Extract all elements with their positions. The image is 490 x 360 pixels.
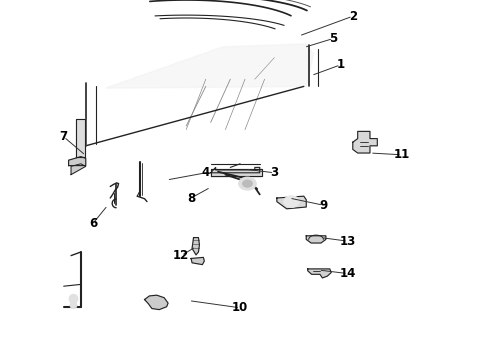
Text: 1: 1 — [337, 58, 344, 71]
Polygon shape — [211, 169, 262, 176]
Circle shape — [239, 177, 256, 190]
Text: 12: 12 — [173, 249, 190, 262]
Polygon shape — [192, 238, 199, 255]
Text: 14: 14 — [340, 267, 356, 280]
Polygon shape — [76, 119, 85, 157]
Polygon shape — [308, 269, 331, 278]
Text: 3: 3 — [270, 166, 278, 179]
Text: 8: 8 — [187, 192, 195, 204]
Polygon shape — [277, 196, 306, 209]
Text: 6: 6 — [89, 217, 97, 230]
Polygon shape — [306, 236, 326, 243]
Text: 9: 9 — [319, 199, 327, 212]
Polygon shape — [145, 295, 168, 310]
Polygon shape — [191, 257, 204, 265]
Text: 10: 10 — [232, 301, 248, 314]
Text: 2: 2 — [349, 10, 357, 23]
Text: 7: 7 — [60, 130, 68, 143]
Polygon shape — [69, 157, 86, 166]
Text: 5: 5 — [329, 32, 337, 45]
Polygon shape — [353, 131, 377, 153]
Text: 4: 4 — [202, 166, 210, 179]
Ellipse shape — [69, 294, 78, 303]
Polygon shape — [211, 167, 260, 173]
Circle shape — [284, 196, 299, 207]
Polygon shape — [71, 164, 86, 175]
Polygon shape — [105, 44, 314, 88]
Text: 13: 13 — [340, 235, 356, 248]
Circle shape — [243, 180, 252, 187]
Ellipse shape — [70, 302, 77, 309]
Text: 11: 11 — [393, 148, 410, 161]
